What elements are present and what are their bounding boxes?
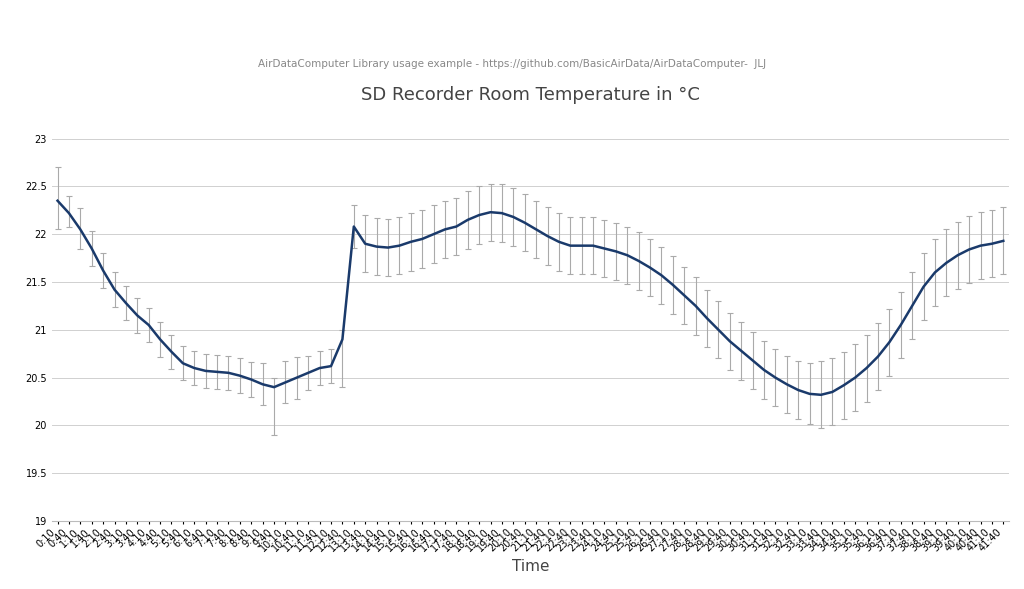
Title: SD Recorder Room Temperature in °C: SD Recorder Room Temperature in °C	[361, 85, 699, 104]
X-axis label: Time: Time	[512, 559, 549, 574]
Text: AirDataComputer Library usage example - https://github.com/BasicAirData/AirDataC: AirDataComputer Library usage example - …	[258, 59, 766, 69]
